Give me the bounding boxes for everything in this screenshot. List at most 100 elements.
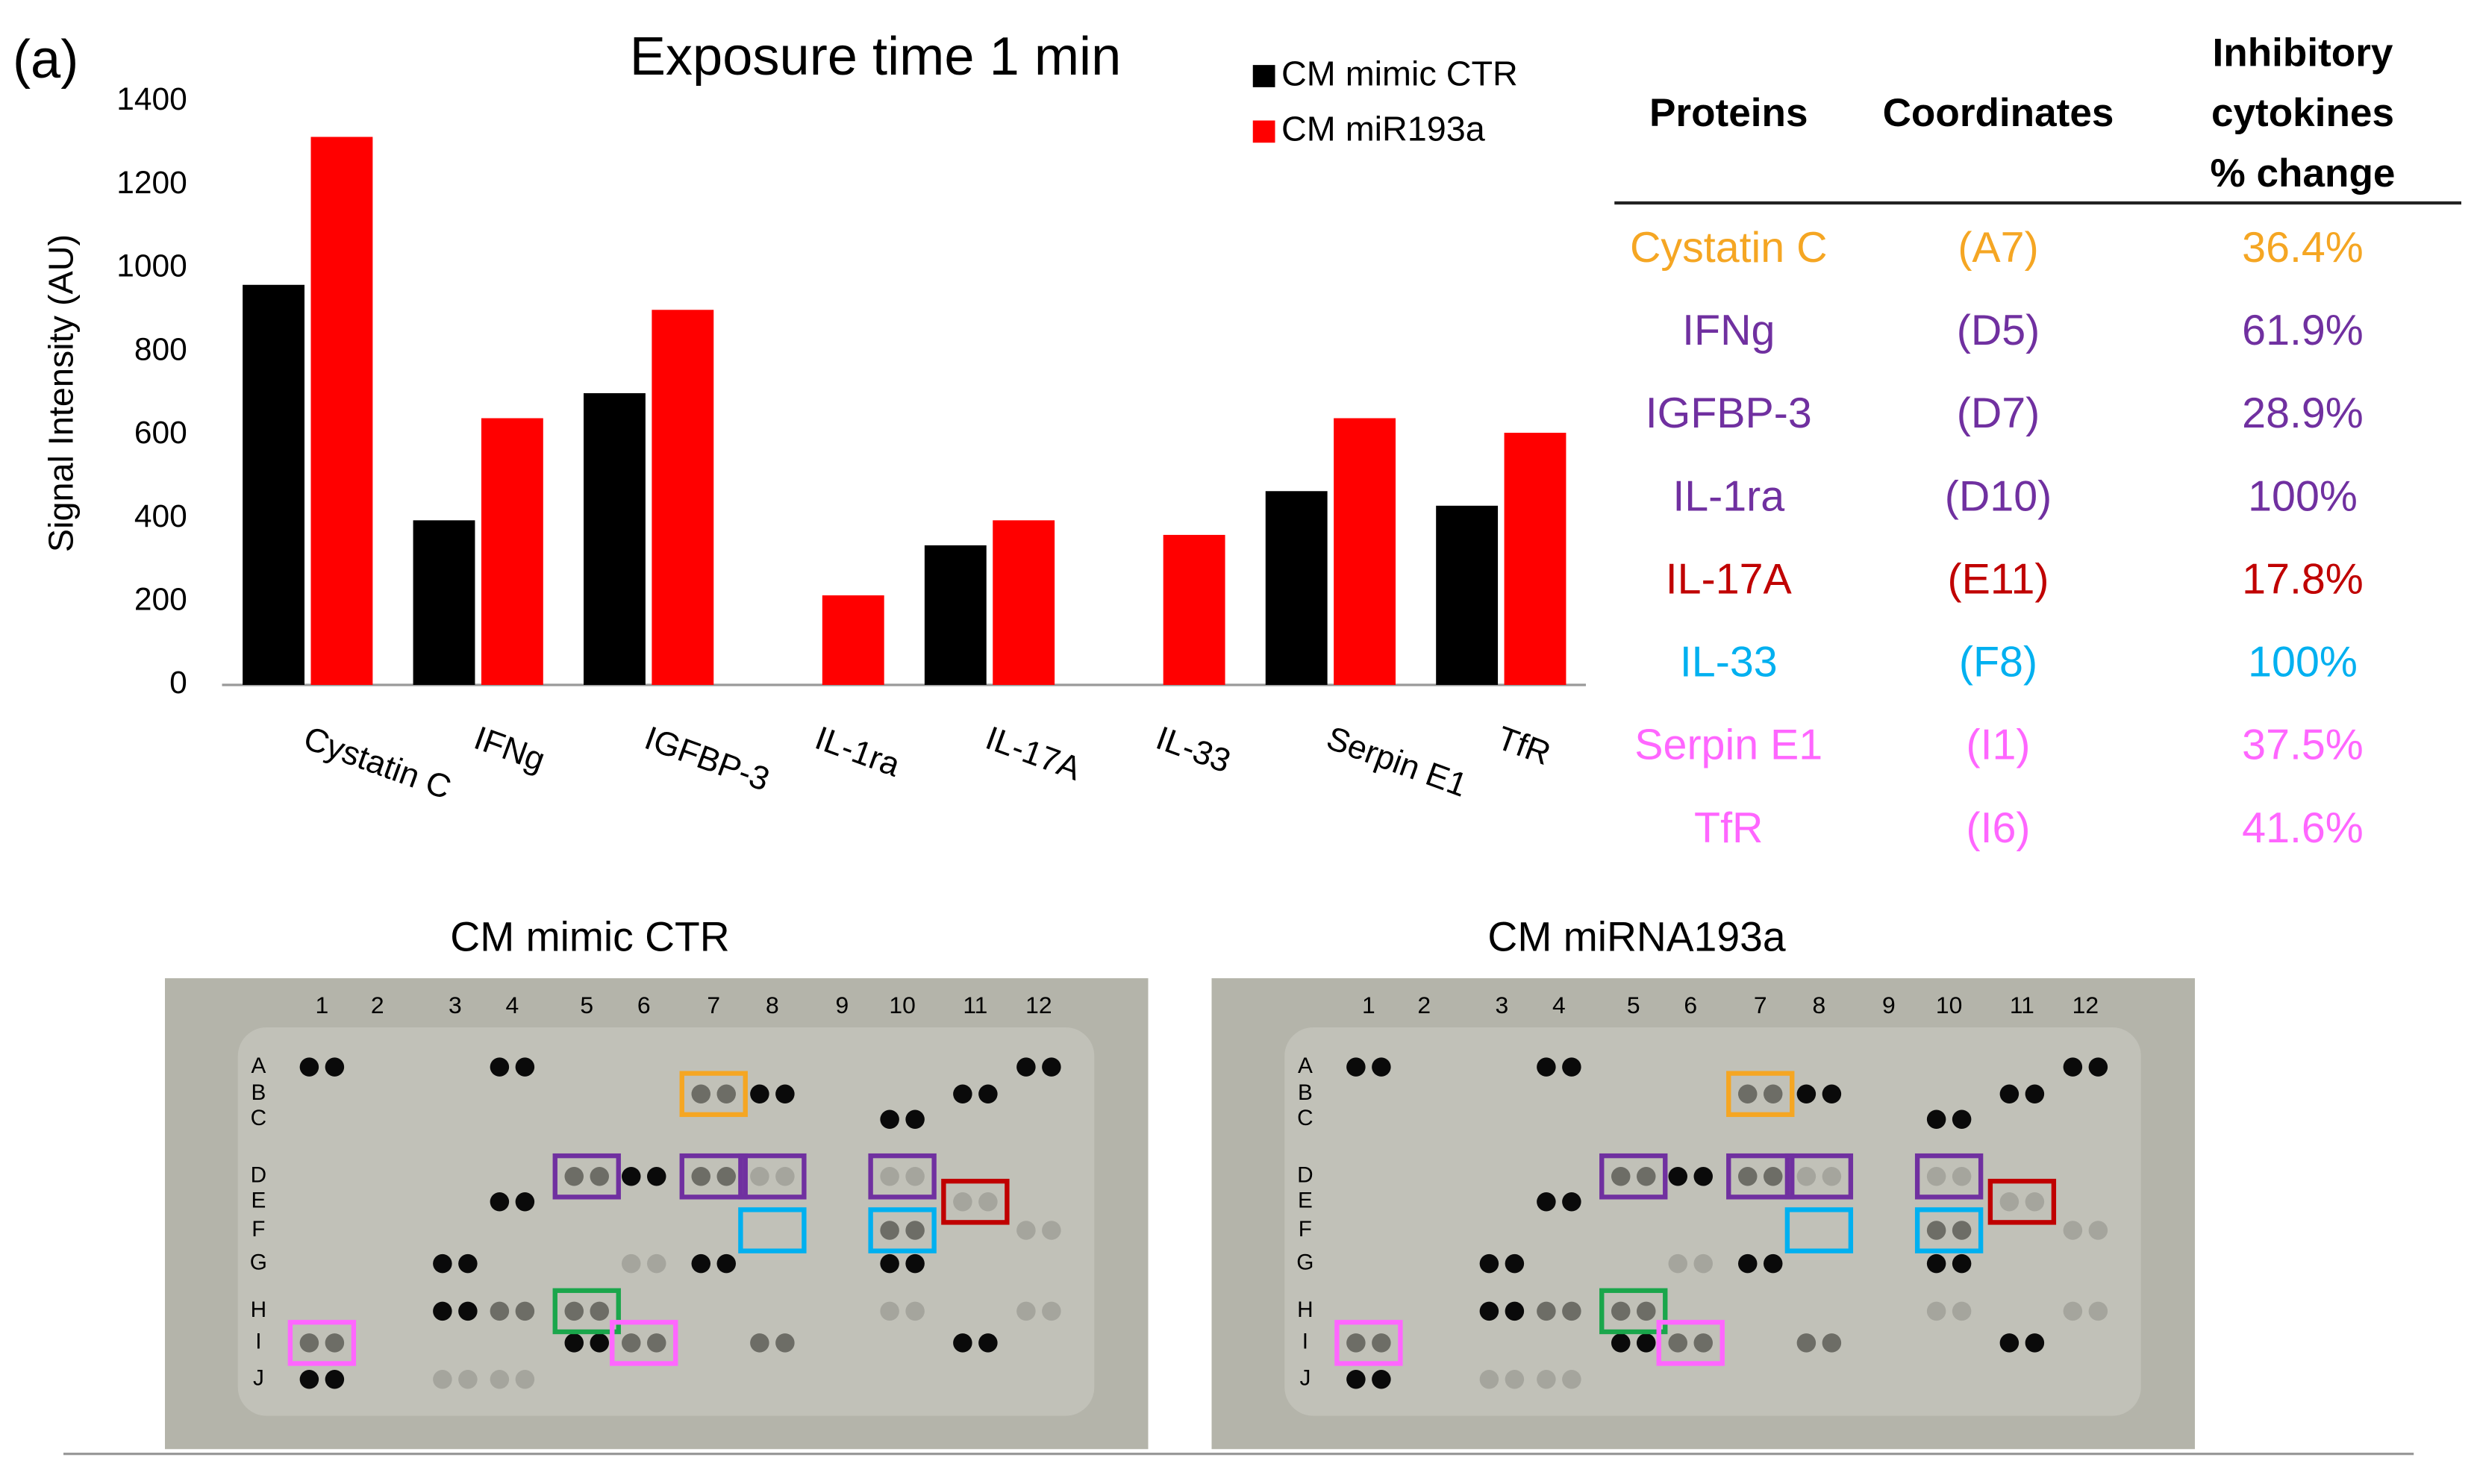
blot-spot (515, 1192, 535, 1212)
blot-spot (1346, 1057, 1366, 1077)
blot-spot (978, 1192, 998, 1212)
blot-column-label: 2 (1417, 992, 1431, 1018)
blot-column-label: 12 (1025, 992, 1052, 1018)
blot-spot (1822, 1167, 1842, 1186)
table-cell: IL-1ra (1672, 472, 1784, 520)
blot-spot (750, 1167, 769, 1186)
blot-spot (1637, 1301, 1656, 1321)
blot-column-label: 7 (1754, 992, 1767, 1018)
bar (1504, 433, 1566, 685)
blot-spot (490, 1057, 510, 1077)
blot-spot (1999, 1333, 2020, 1353)
blot-column-label: 8 (766, 992, 779, 1018)
blot-spot (880, 1301, 899, 1321)
blot-column-label: 1 (1362, 992, 1375, 1018)
bar (822, 595, 884, 685)
blot-spot (1505, 1301, 1525, 1321)
blot-row-label: I (255, 1330, 261, 1354)
blot-spot (590, 1301, 609, 1321)
blot-spot (490, 1192, 510, 1212)
table-cell: (E11) (1947, 555, 2049, 603)
blot-spot (775, 1084, 795, 1103)
blot-spot (1668, 1167, 1687, 1186)
blot-column-label: 5 (1627, 992, 1640, 1018)
blot-spot (1952, 1109, 1972, 1129)
table-cell: 100% (2248, 472, 2358, 520)
highlight-box (941, 1178, 1010, 1225)
blot-row-label: A (251, 1053, 266, 1078)
bar (1163, 534, 1225, 685)
chart-title: Exposure time 1 min (630, 27, 1122, 87)
highlight-box (1656, 1320, 1725, 1366)
table-cell: 41.6% (2242, 804, 2364, 852)
blot-column-label: 10 (1936, 992, 1962, 1018)
blot-spot (1505, 1253, 1525, 1274)
blot-spot (458, 1370, 478, 1389)
blot-spot (299, 1057, 319, 1077)
table-header: Coordinates (1883, 91, 2114, 135)
blot-spot (2088, 1301, 2108, 1321)
x-tick-label: IGFBP-3 (640, 720, 774, 798)
table-header: cytokines (2211, 91, 2394, 135)
blot-spot (1952, 1253, 1972, 1274)
blot-spot (1537, 1192, 1556, 1212)
blot-spot (1042, 1301, 1061, 1321)
blot-spot (647, 1167, 666, 1186)
x-tick-label: IL-33 (1152, 720, 1235, 780)
blot-spot (905, 1221, 925, 1240)
blot-spot (1016, 1057, 1036, 1077)
table-cell: (D5) (1957, 307, 2040, 354)
table-cell: IGFBP-3 (1646, 389, 1812, 437)
blot-spot (905, 1253, 925, 1274)
blot-spot (1668, 1253, 1687, 1274)
table-cell: (D10) (1945, 472, 2052, 520)
blot-row-label: G (250, 1250, 267, 1274)
blot-spot (1479, 1253, 1499, 1274)
highlight-box (868, 1207, 937, 1253)
blot-spot (1796, 1333, 1817, 1353)
table-cell: (I1) (1966, 721, 2030, 769)
highlight-box (1726, 1071, 1795, 1118)
bar (1265, 491, 1328, 685)
blot-spot (1346, 1333, 1366, 1353)
blot-row-label: A (1298, 1053, 1313, 1078)
blot-spot (691, 1167, 710, 1186)
highlight-box (679, 1071, 748, 1118)
x-tick-label: TfR (1493, 720, 1555, 773)
table-cell: IL-33 (1680, 639, 1778, 686)
blot-row-label: J (253, 1366, 264, 1391)
y-tick-label: 0 (169, 666, 187, 701)
blot-spot (590, 1167, 609, 1186)
highlight-box (1784, 1153, 1854, 1200)
blot-spot (515, 1370, 535, 1389)
blot-spot (953, 1084, 972, 1103)
blot-spot (1372, 1333, 1391, 1353)
x-tick-label: Serpin E1 (1322, 720, 1472, 804)
table-cell: (A7) (1958, 224, 2038, 272)
blot-spot (880, 1253, 899, 1274)
blot-row-label: H (1297, 1297, 1313, 1322)
blot-spot (1738, 1167, 1758, 1186)
y-tick-label: 1400 (116, 82, 187, 117)
table-cell: IFNg (1682, 307, 1775, 354)
blot-column-label: 11 (963, 992, 987, 1018)
blot-spot (325, 1370, 345, 1389)
blot-spot (515, 1301, 535, 1321)
blot-spot (750, 1333, 769, 1353)
blot-row-label: D (251, 1163, 267, 1188)
blot-spot (1016, 1221, 1036, 1240)
highlight-box (868, 1153, 937, 1200)
blot-spot (2063, 1057, 2083, 1077)
blot-spot (880, 1167, 899, 1186)
highlight-box (679, 1153, 748, 1200)
bar (1436, 505, 1499, 685)
table-cell: 100% (2248, 639, 2358, 686)
blot-row-label: C (251, 1106, 267, 1130)
blot-row-label: G (1296, 1250, 1313, 1274)
blot-spot (433, 1253, 452, 1274)
highlight-box (738, 1207, 807, 1253)
blot-column-label: 2 (371, 992, 384, 1018)
blot-title: CM miRNA193a (1487, 914, 1785, 960)
blot-column-label: 6 (1684, 992, 1697, 1018)
